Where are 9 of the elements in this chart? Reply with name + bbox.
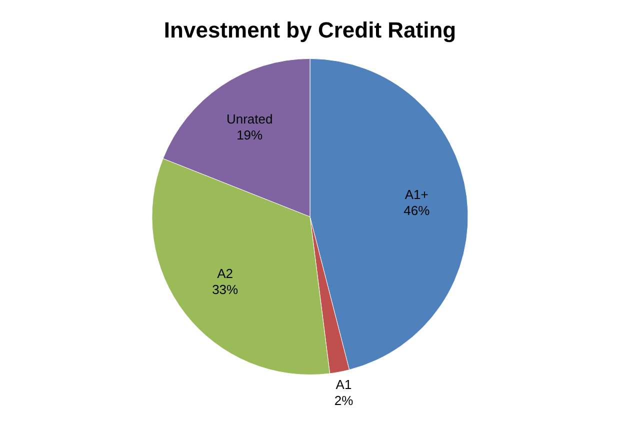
data-label: 33% xyxy=(212,282,239,298)
data-label: 46% xyxy=(404,202,430,218)
slice-label: A1 xyxy=(336,377,352,392)
slice-label: A1+ xyxy=(404,186,428,202)
data-label: 2% xyxy=(334,393,354,408)
data-label: 19% xyxy=(236,127,264,142)
slice-label: A2 xyxy=(217,266,234,282)
slice-label: Unrated xyxy=(226,111,273,126)
chart-title: Investment by Credit Rating xyxy=(164,17,456,42)
